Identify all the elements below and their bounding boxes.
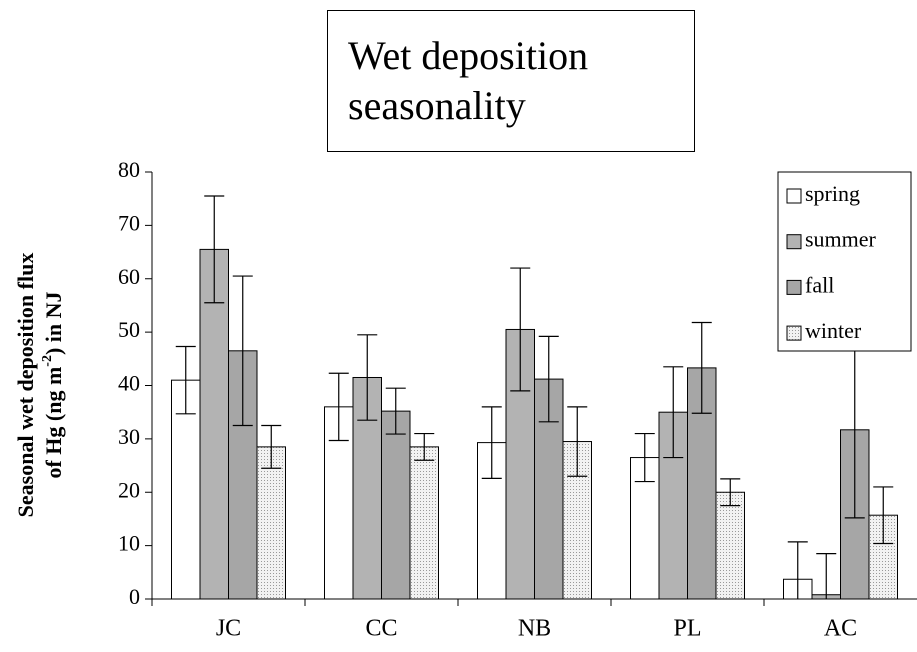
y-tick-label: 10 [118, 531, 140, 556]
y-label-part: of Hg (ng m [41, 367, 66, 479]
plot [171, 195, 898, 599]
legend-swatch [786, 234, 802, 250]
y-tick-label: 50 [118, 317, 140, 342]
y-tick-label: 0 [129, 584, 140, 609]
y-label-sup: -2 [40, 355, 55, 367]
y-tick-label: 30 [118, 424, 140, 449]
chart-title: Wet deposition seasonality [327, 10, 695, 152]
bar [199, 248, 229, 599]
bar [381, 410, 411, 599]
legend-label: summer [805, 227, 877, 252]
bar [409, 446, 439, 599]
legend-swatch [786, 325, 802, 341]
y-label-line: Seasonal wet deposition flux [13, 253, 38, 518]
y-tick-label: 70 [118, 210, 140, 235]
y-tick-label: 20 [118, 477, 140, 502]
y-tick-label: 40 [118, 371, 140, 396]
legend-swatch [786, 188, 802, 204]
x-tick-label: PL [673, 616, 701, 642]
y-label-part: ) in NJ [41, 291, 66, 355]
legend-swatch [786, 279, 802, 295]
legend-label: spring [805, 181, 860, 206]
legend-label: fall [805, 272, 834, 297]
bar [868, 514, 898, 599]
x-tick-label: AC [824, 616, 857, 642]
y-label-line: of Hg (ng m-2) in NJ [40, 291, 66, 478]
legend-label: winter [805, 318, 862, 343]
y-tick-label: 80 [118, 157, 140, 182]
x-tick-label: CC [365, 616, 397, 642]
bar [715, 491, 745, 599]
y-tick-label: 60 [118, 264, 140, 289]
x-tick-label: NB [518, 616, 551, 642]
bar [256, 446, 286, 599]
x-tick-label: JC [216, 616, 241, 642]
y-axis-label: Seasonal wet deposition flux of Hg (ng m-… [13, 253, 66, 518]
